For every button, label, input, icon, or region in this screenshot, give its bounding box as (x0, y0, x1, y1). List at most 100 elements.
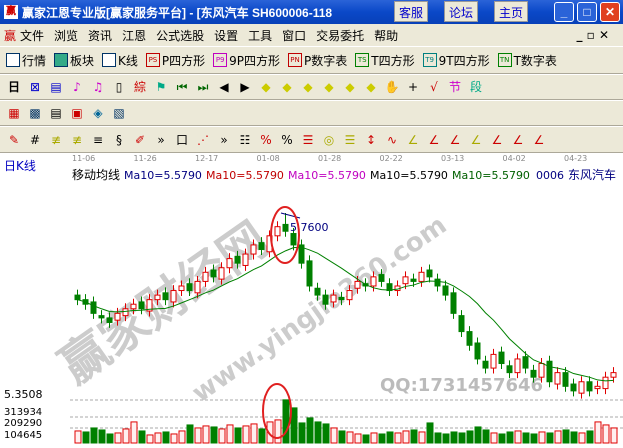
chart-style-icon[interactable]: ⊠ (29, 80, 41, 94)
toolbar-item[interactable]: TS T四方形 (355, 52, 415, 69)
toolbar-item[interactable]: K线 (102, 52, 138, 69)
ray-icon[interactable]: ⋰ (197, 132, 209, 147)
candle (314, 287, 321, 296)
spiral-icon[interactable]: § (116, 132, 122, 147)
eraser-icon[interactable]: ✐ (134, 132, 146, 147)
pen-icon[interactable]: ✎ (8, 132, 20, 147)
mdi-controls[interactable]: _ ▫ ✕ (576, 28, 609, 42)
volume-bar (466, 430, 474, 444)
menu-formula[interactable]: 公式选股 (156, 28, 205, 43)
menu-settings[interactable]: 设置 (214, 28, 239, 43)
gold-angle-icon[interactable]: ∠ (407, 132, 419, 147)
zoom-left-icon[interactable]: ◆ (261, 80, 271, 94)
app-menu-icon[interactable]: 赢 (4, 28, 17, 43)
j-angle-icon[interactable]: ∠ (428, 132, 440, 147)
grid-lines-icon[interactable]: # (29, 132, 41, 147)
calendar-icon[interactable]: ▦ (8, 106, 20, 120)
toolbar-item[interactable]: PN P数字表 (288, 52, 347, 69)
angle5-icon[interactable]: ∠ (512, 132, 524, 147)
volume-bar (98, 429, 106, 444)
calculator-icon[interactable]: ▩ (29, 106, 41, 120)
gold-lines-icon[interactable]: ☰ (344, 132, 356, 147)
toolbar-item[interactable]: T9 9T四方形 (422, 52, 490, 69)
angle4-icon[interactable]: ∠ (491, 132, 503, 147)
ma10-line (77, 246, 614, 382)
toolbar-item[interactable]: 板块 (54, 52, 94, 69)
zoom-out-icon[interactable]: ◆ (366, 80, 376, 94)
volume-label-1: 313934 (4, 407, 42, 418)
percent-icon[interactable]: % (281, 132, 293, 147)
toolbar-item[interactable]: PS P四方形 (145, 52, 205, 69)
menu-gann[interactable]: 江恩 (122, 28, 147, 43)
notes-icon[interactable]: ▤ (50, 106, 62, 120)
menu-info[interactable]: 资讯 (88, 28, 113, 43)
pattern-icon[interactable]: ♪ (73, 80, 81, 94)
toolbar-item[interactable]: 行情 (6, 52, 46, 69)
percent-bands-icon[interactable]: ☰ (302, 132, 314, 147)
arrow-icon[interactable]: ↕ (365, 132, 377, 147)
shrink-icon[interactable]: ◆ (324, 80, 334, 94)
volume-label-2: 209290 (4, 418, 42, 429)
last-icon[interactable]: ⏭ (197, 80, 209, 94)
stock-name: 东风汽车 (568, 167, 616, 182)
hand-icon[interactable]: ✋ (384, 80, 400, 94)
expand-icon[interactable]: ◆ (303, 80, 313, 94)
self-select-icon[interactable]: ▤ (50, 80, 62, 94)
minimize-icon[interactable]: _ (554, 2, 574, 22)
menu-file[interactable]: 文件 (20, 28, 45, 43)
toolbar-item[interactable]: P9 9P四方形 (213, 52, 280, 69)
left-icon[interactable]: ◀ (219, 80, 229, 94)
section-icon[interactable]: 节 (448, 80, 461, 94)
flag-icon[interactable]: ⚑ (155, 80, 167, 94)
badge-icon: T9 (422, 53, 437, 67)
candle (258, 242, 265, 250)
menu-window[interactable]: 窗口 (282, 28, 307, 43)
angle3-icon[interactable]: ∠ (470, 132, 482, 147)
menu-trade[interactable]: 交易委托 (316, 28, 365, 43)
period-select[interactable]: 日 (7, 80, 20, 94)
first-icon[interactable]: ⏮ (176, 80, 188, 94)
gann-fan2-icon[interactable]: ≢ (71, 132, 83, 147)
crosshair-icon[interactable]: + (407, 80, 419, 94)
percent-line-icon[interactable]: % (260, 132, 272, 147)
angle6-icon[interactable]: ∠ (533, 132, 545, 147)
network-icon[interactable]: ◈ (93, 106, 103, 120)
segment-icon[interactable]: 段 (469, 80, 482, 94)
badge-icon: P9 (213, 53, 228, 67)
maximize-icon[interactable]: □ (577, 2, 597, 22)
forum-button[interactable]: 论坛 (444, 1, 479, 22)
print-icon[interactable]: ▧ (113, 106, 125, 120)
ruler-icon[interactable]: ☷ (239, 132, 251, 147)
gann-fan-icon[interactable]: ≢ (50, 132, 62, 147)
volume-bar (210, 426, 218, 444)
candle-type-icon[interactable]: ▯ (115, 80, 123, 94)
more2-icon[interactable]: » (220, 132, 228, 147)
zoom-in-icon[interactable]: ◆ (345, 80, 355, 94)
menu-tools[interactable]: 工具 (248, 28, 273, 43)
close-icon[interactable]: ✕ (600, 2, 620, 22)
cycle-icon[interactable]: ∿ (386, 132, 398, 147)
candle (74, 294, 81, 301)
kline-chart[interactable]: 日K线 11-06 11-26 12-17 01-08 01-28 02-22 03-13 0… (0, 153, 623, 445)
home-button[interactable]: 主页 (494, 1, 529, 22)
pattern9-icon[interactable]: ♫ (92, 80, 104, 94)
volume-bar (482, 429, 490, 444)
menu-help[interactable]: 帮助 (374, 28, 399, 43)
toolbar-item[interactable]: TN T数字表 (497, 52, 557, 69)
menu-browse[interactable]: 浏览 (54, 28, 79, 43)
volume-bar (594, 421, 602, 444)
zoom-right-icon[interactable]: ◆ (282, 80, 292, 94)
save-icon[interactable]: ▣ (71, 106, 83, 120)
gold-icon[interactable]: ◎ (323, 132, 335, 147)
service-button[interactable]: 客服 (394, 1, 429, 22)
box-icon[interactable]: 口 (175, 132, 188, 147)
more-icon[interactable]: » (157, 132, 165, 147)
rank-icon[interactable]: 綜 (133, 80, 146, 94)
fib-icon[interactable]: ≡ (92, 132, 104, 147)
candle (522, 356, 529, 369)
chart-canvas[interactable]: 日K线 11-06 11-26 12-17 01-08 01-28 02-22 03-13 0… (0, 153, 623, 445)
line-icon[interactable]: √ (430, 80, 438, 94)
right-icon[interactable]: ▶ (240, 80, 250, 94)
volume-bar (154, 432, 162, 444)
f-angle-icon[interactable]: ∠ (449, 132, 461, 147)
